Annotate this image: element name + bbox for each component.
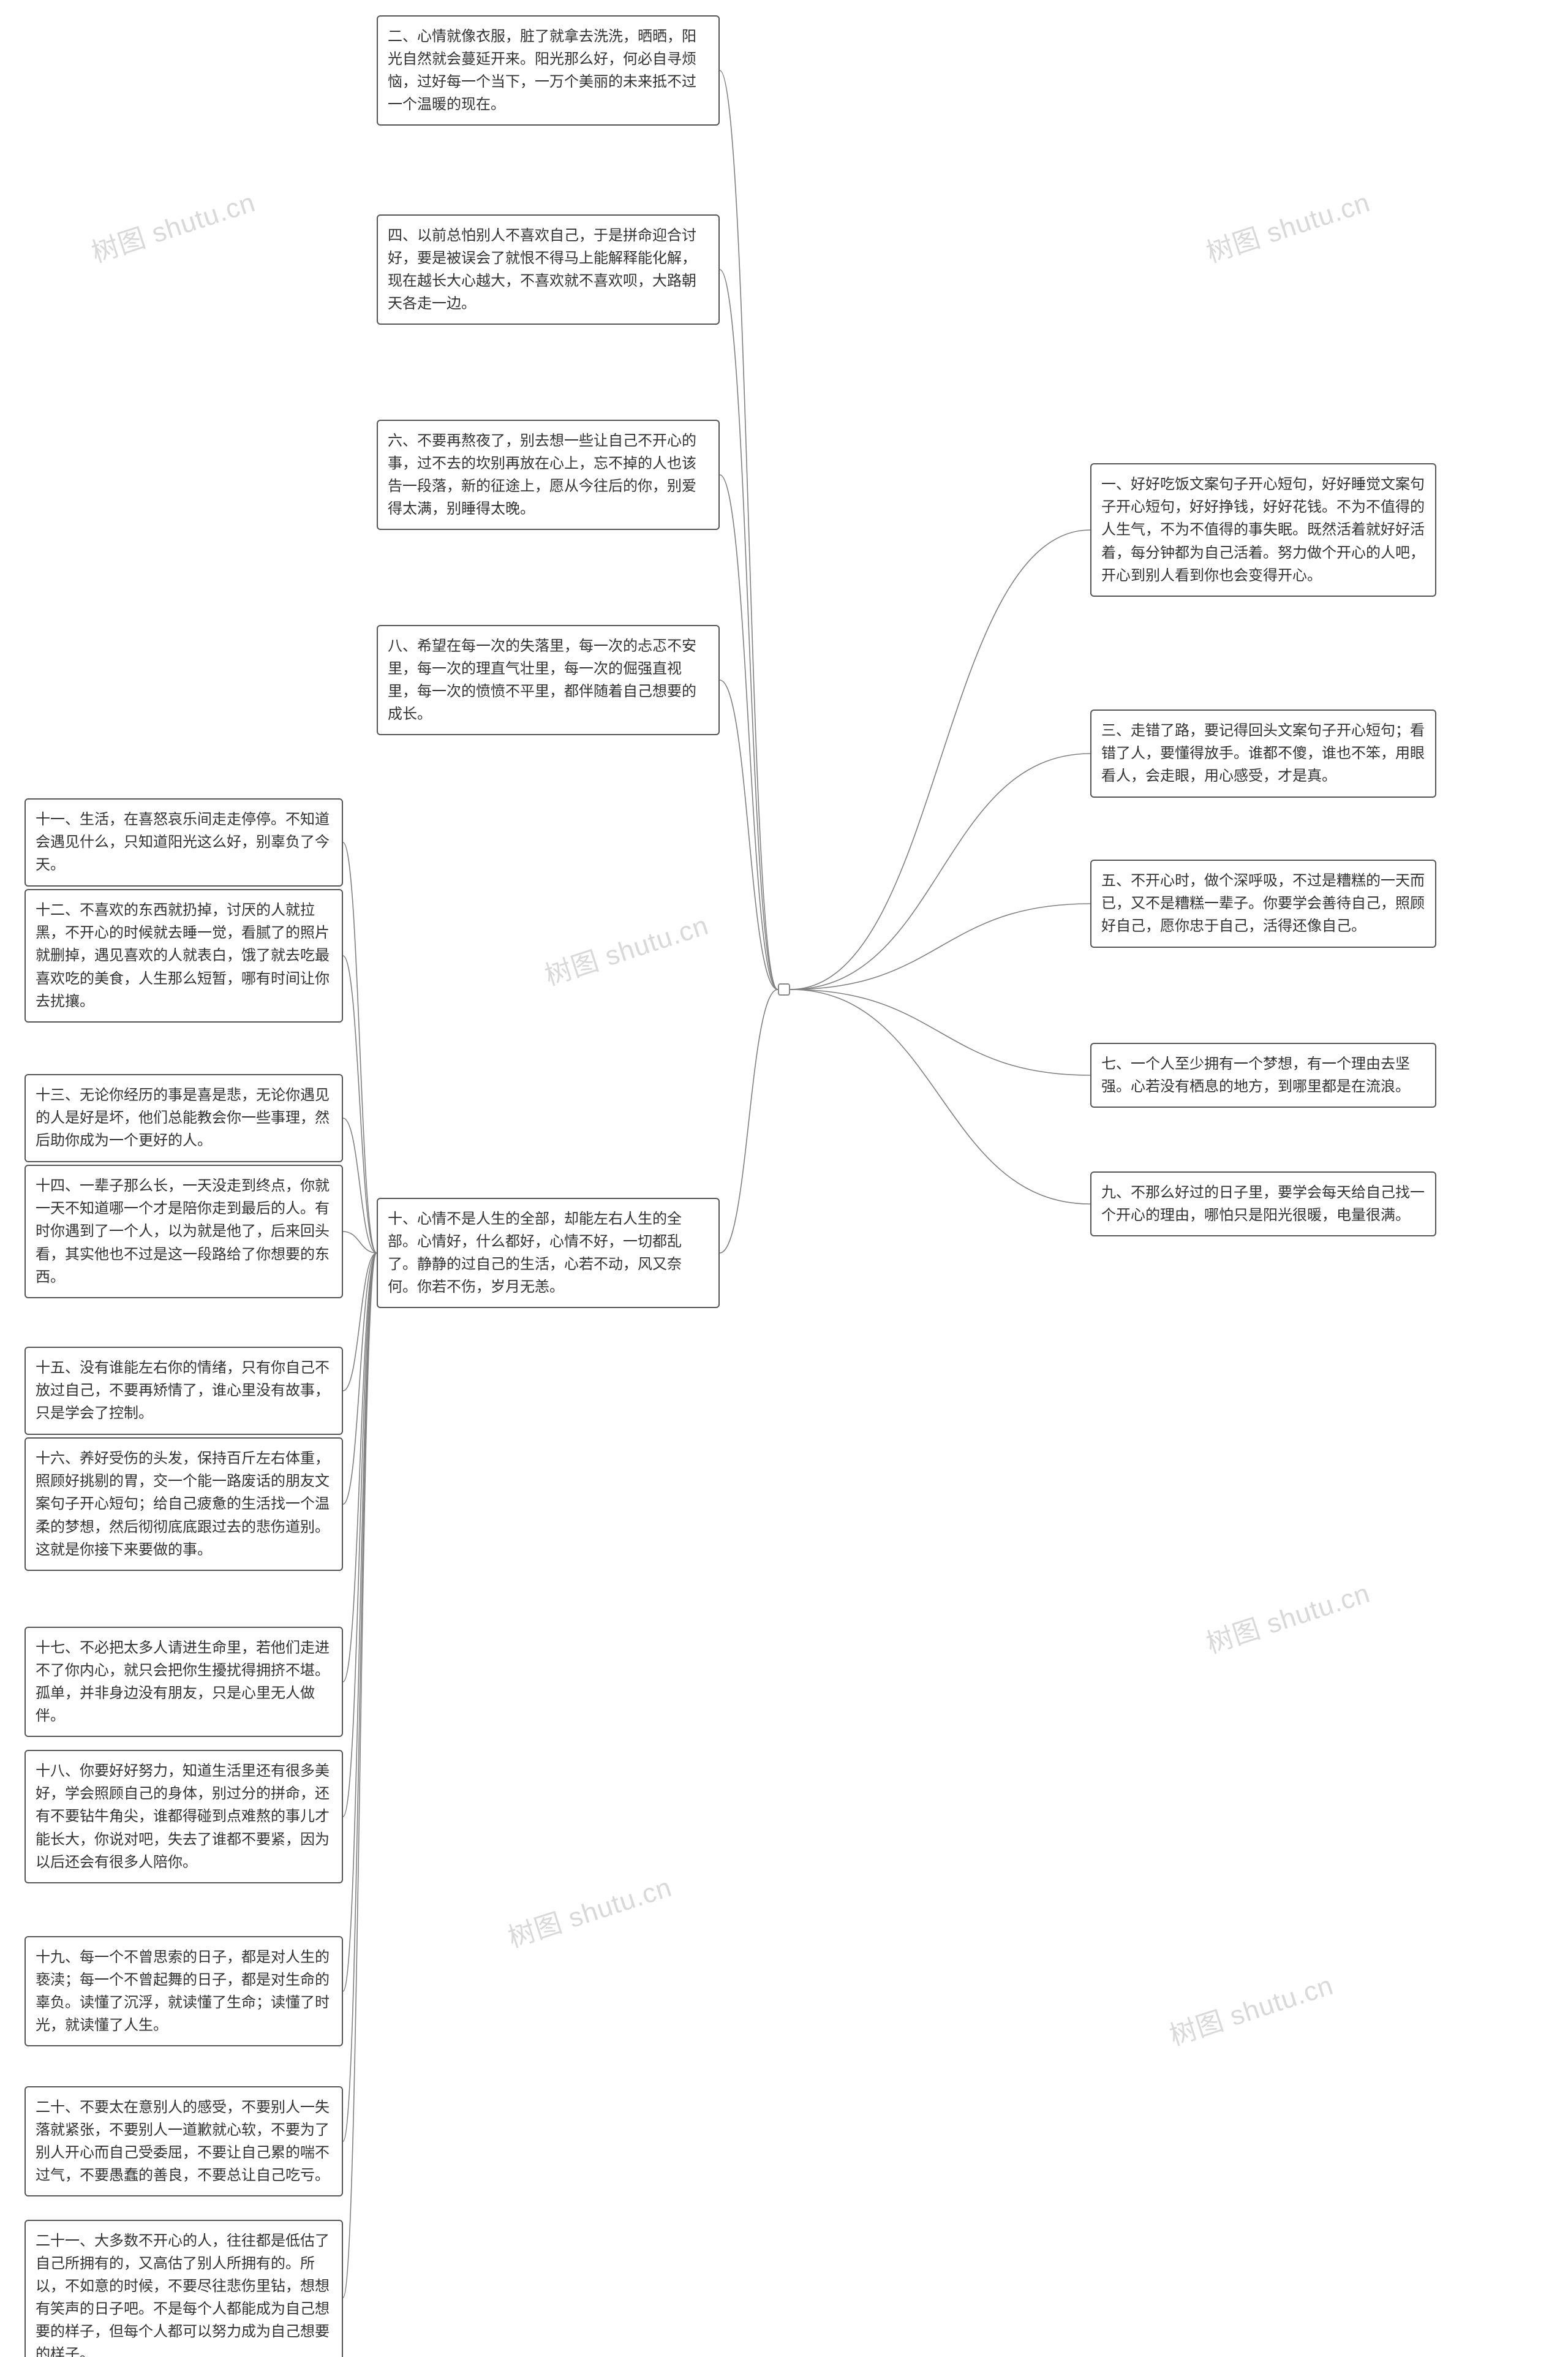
left-node-l17[interactable]: 十七、不必把太多人请进生命里，若他们走进不了你内心，就只会把你生擾扰得拥挤不堪。… — [24, 1627, 343, 1738]
right-node-r3[interactable]: 三、走错了路，要记得回头文案句子开心短句；看错了人，要懂得放手。谁都不傻，谁也不… — [1090, 709, 1436, 798]
mid-node-m6[interactable]: 六、不要再熬夜了，别去想一些让自己不开心的事，过不去的坎别再放在心上，忘不掉的人… — [377, 420, 720, 531]
mid-node-m10[interactable]: 十、心情不是人生的全部，却能左右人生的全部。心情好，什么都好，心情不好，一切都乱… — [377, 1198, 720, 1309]
right-node-r1[interactable]: 一、好好吃饭文案句子开心短句，好好睡觉文案句子开心短句，好好挣钱，好好花钱。不为… — [1090, 463, 1436, 597]
left-node-l21[interactable]: 二十一、大多数不开心的人，往往都是低估了自己所拥有的，又高估了别人所拥有的。所以… — [24, 2220, 343, 2357]
diagram-canvas: 树图 shutu.cn树图 shutu.cn树图 shutu.cn树图 shut… — [0, 0, 1568, 2357]
left-node-l19[interactable]: 十九、每一个不曾思索的日子，都是对人生的亵渎；每一个不曾起舞的日子，都是对生命的… — [24, 1936, 343, 2047]
left-node-l11[interactable]: 十一、生活，在喜怒哀乐间走走停停。不知道会遇见什么，只知道阳光这么好，别辜负了今… — [24, 798, 343, 887]
right-node-r7[interactable]: 七、一个人至少拥有一个梦想，有一个理由去坚强。心若没有栖息的地方，到哪里都是在流… — [1090, 1043, 1436, 1108]
connector — [720, 475, 778, 989]
connector — [343, 1253, 377, 2298]
connector — [790, 530, 1090, 989]
mid-node-m8[interactable]: 八、希望在每一次的失落里，每一次的忐忑不安里，每一次的理直气壮里，每一次的倔强直… — [377, 625, 720, 736]
mid-node-m2[interactable]: 二、心情就像衣服，脏了就拿去洗洗，晒晒，阳光自然就会蔓延开来。阳光那么好，何必自… — [377, 15, 720, 126]
connector — [343, 956, 377, 1253]
mid-node-m4[interactable]: 四、以前总怕别人不喜欢自己，于是拼命迎合讨好，要是被误会了就恨不得马上能解释能化… — [377, 214, 720, 325]
connector — [720, 70, 778, 989]
connector — [343, 842, 377, 1253]
left-node-l15[interactable]: 十五、没有谁能左右你的情绪，只有你自己不放过自己，不要再矫情了，谁心里没有故事，… — [24, 1347, 343, 1435]
connector — [343, 1253, 377, 1991]
left-node-l12[interactable]: 十二、不喜欢的东西就扔掉，讨厌的人就拉黑，不开心的时候就去睡一觉，看腻了的照片就… — [24, 889, 343, 1023]
connector — [790, 989, 1090, 1075]
right-node-r9[interactable]: 九、不那么好过的日子里，要学会每天给自己找一个开心的理由，哪怕只是阳光很暖，电量… — [1090, 1171, 1436, 1236]
connector — [790, 904, 1090, 989]
left-node-l14[interactable]: 十四、一辈子那么长，一天没走到终点，你就一天不知道哪一个才是陪你走到最后的人。有… — [24, 1165, 343, 1298]
connector — [790, 989, 1090, 1204]
left-node-l16[interactable]: 十六、养好受伤的头发，保持百斤左右体重，照顾好挑剔的胃，交一个能一路废话的朋友文… — [24, 1437, 343, 1571]
left-node-l13[interactable]: 十三、无论你经历的事是喜是悲，无论你遇见的人是好是坏，他们总能教会你一些事理，然… — [24, 1074, 343, 1162]
center-node[interactable] — [778, 983, 790, 996]
connector — [790, 754, 1090, 989]
connector — [720, 989, 778, 1253]
left-node-l18[interactable]: 十八、你要好好努力，知道生活里还有很多美好，学会照顾自己的身体，别过分的拼命，还… — [24, 1750, 343, 1883]
connector — [343, 1253, 377, 1817]
right-node-r5[interactable]: 五、不开心时，做个深呼吸，不过是糟糕的一天而已，又不是糟糕一辈子。你要学会善待自… — [1090, 860, 1436, 948]
left-node-l20[interactable]: 二十、不要太在意别人的感受，不要别人一失落就紧张，不要别人一道歉就心软，不要为了… — [24, 2086, 343, 2197]
connector — [720, 270, 778, 989]
